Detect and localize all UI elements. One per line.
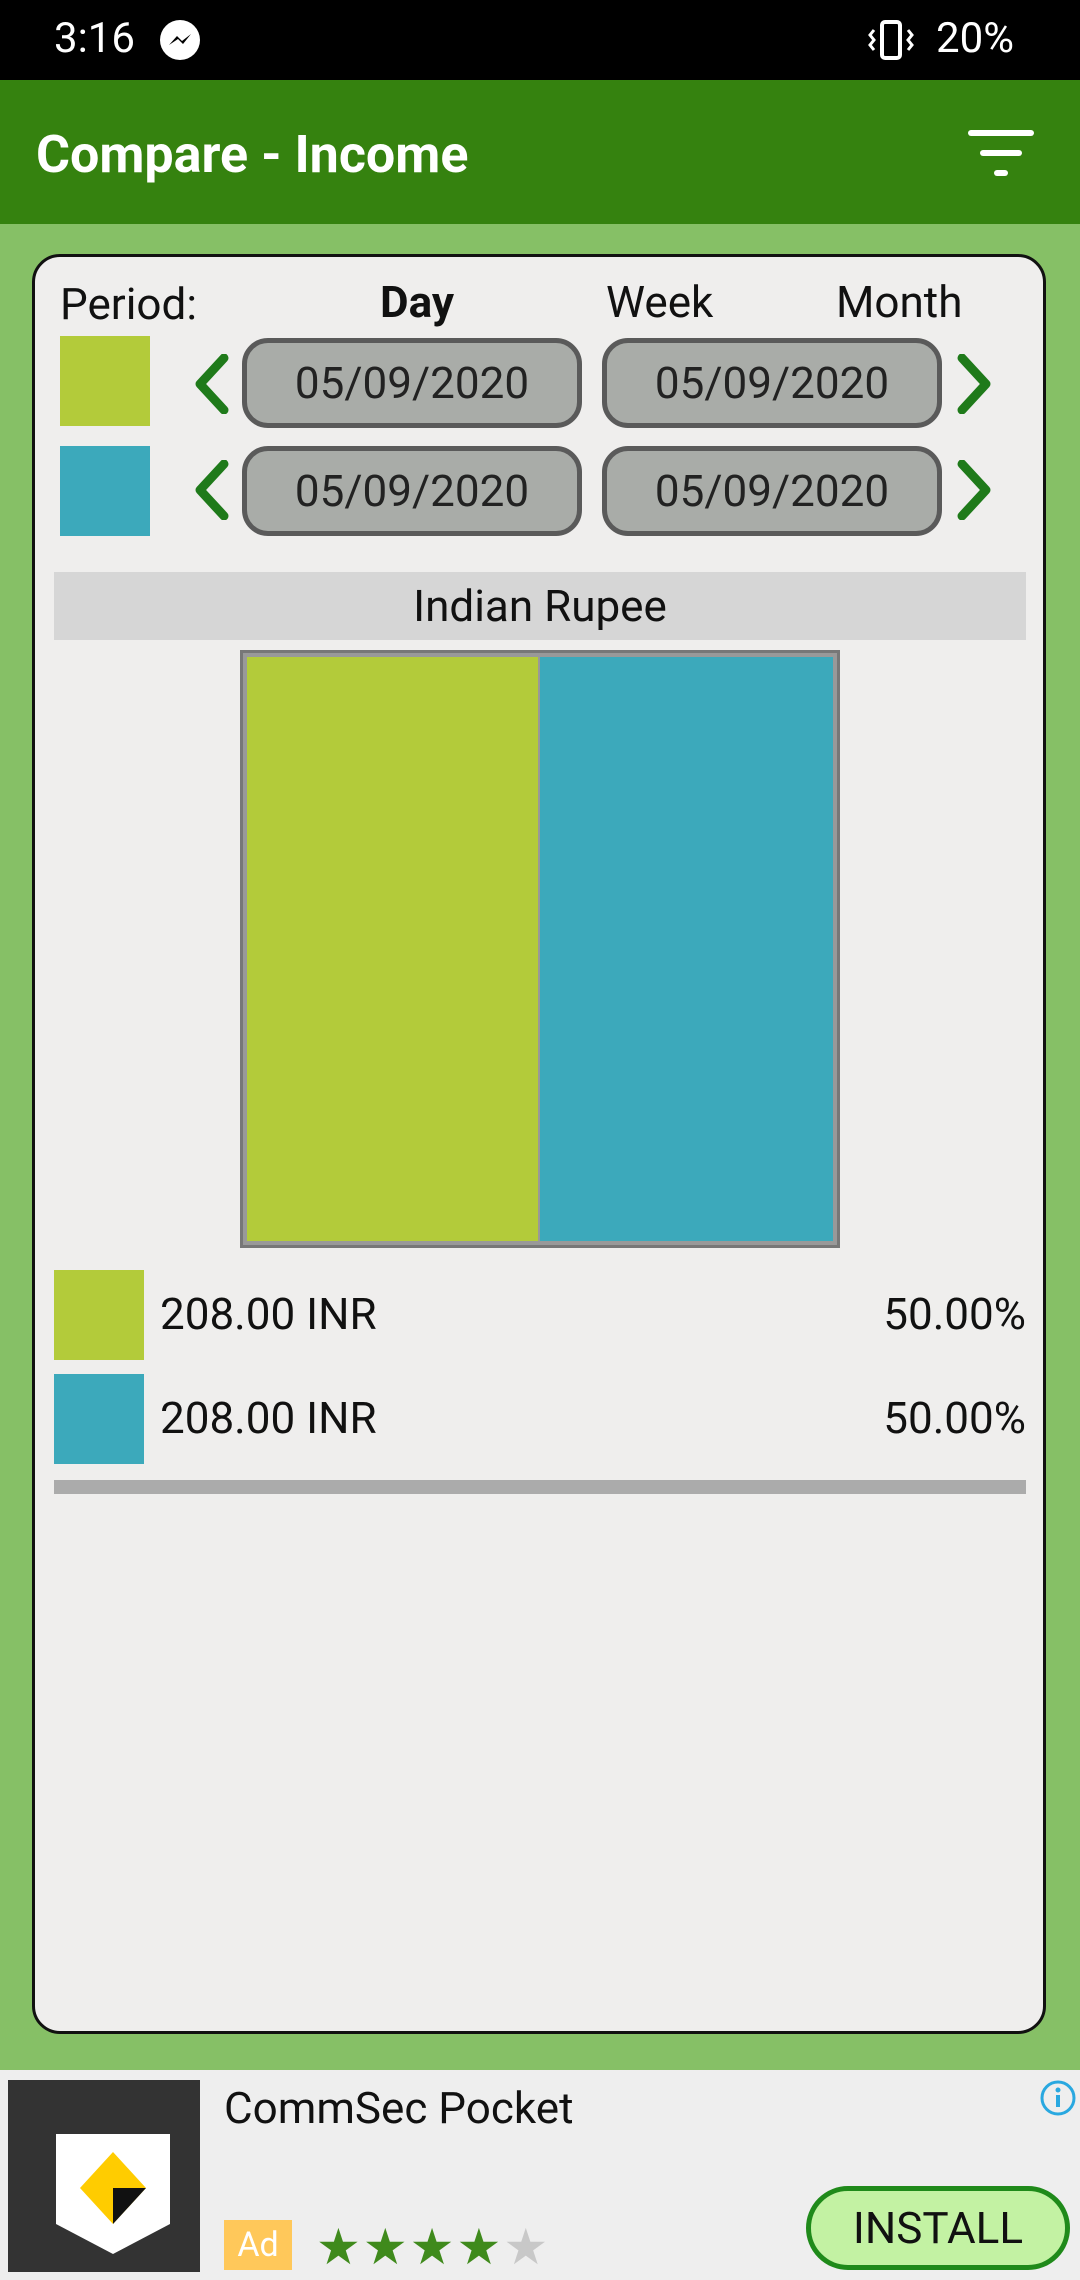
range-a-color-swatch [60,336,150,426]
commsec-logo-icon [56,2134,170,2254]
star-icon: ★ [316,2219,363,2277]
legend-amount-b: 208.00 INR [160,1392,377,1444]
range-b-end-date-button[interactable]: 05/09/2020 [602,446,942,536]
range-a-start-date-button[interactable]: 05/09/2020 [242,338,582,428]
status-time: 3:16 [54,14,135,63]
chart-segment-a [247,657,538,1241]
currency-header: Indian Rupee [54,572,1026,640]
page-title: Compare - Income [36,124,469,185]
battery-level: 20% [936,14,1014,63]
ad-badge: Ad [224,2220,292,2270]
legend-percent-a: 50.00% [883,1288,1026,1340]
comparison-chart [240,650,840,1248]
legend-amount-a: 208.00 INR [160,1288,377,1340]
range-a-prev-icon[interactable] [190,354,234,414]
chart-segment-b [540,657,833,1241]
star-icon: ★ [362,2219,410,2277]
divider [54,1480,1026,1494]
install-button[interactable]: INSTALL [806,2186,1070,2270]
vibrate-icon [868,20,914,60]
range-b-next-icon[interactable] [952,460,996,520]
ad-app-icon[interactable] [8,2080,200,2272]
period-option-day[interactable]: Day [380,276,454,328]
legend-percent-b: 50.00% [883,1392,1026,1444]
range-a-next-icon[interactable] [952,354,996,414]
star-icon: ★ [409,2219,457,2277]
range-a-end-date-button[interactable]: 05/09/2020 [602,338,942,428]
star-empty-icon: ★ [503,2219,551,2277]
legend-swatch-b [54,1374,144,1464]
star-icon: ★ [456,2219,504,2277]
info-icon[interactable] [1038,2078,1078,2118]
status-bar: 3:16 20% [0,0,1080,80]
app-bar: Compare - Income [0,80,1080,224]
legend-row-a: 208.00 INR 50.00% [54,1270,1026,1362]
rating-stars: ★★★★★ [316,2218,550,2277]
legend-swatch-a [54,1270,144,1360]
messenger-icon [160,20,200,60]
ad-banner[interactable]: CommSec Pocket Ad ★★★★★ INSTALL [0,2070,1080,2280]
range-b-color-swatch [60,446,150,536]
period-option-week[interactable]: Week [606,276,714,328]
filter-icon[interactable] [968,126,1038,186]
period-option-month[interactable]: Month [836,276,963,328]
period-label: Period: [60,278,197,330]
legend-row-b: 208.00 INR 50.00% [54,1374,1026,1466]
range-b-start-date-button[interactable]: 05/09/2020 [242,446,582,536]
ad-app-name[interactable]: CommSec Pocket [224,2082,574,2134]
range-b-prev-icon[interactable] [190,460,234,520]
